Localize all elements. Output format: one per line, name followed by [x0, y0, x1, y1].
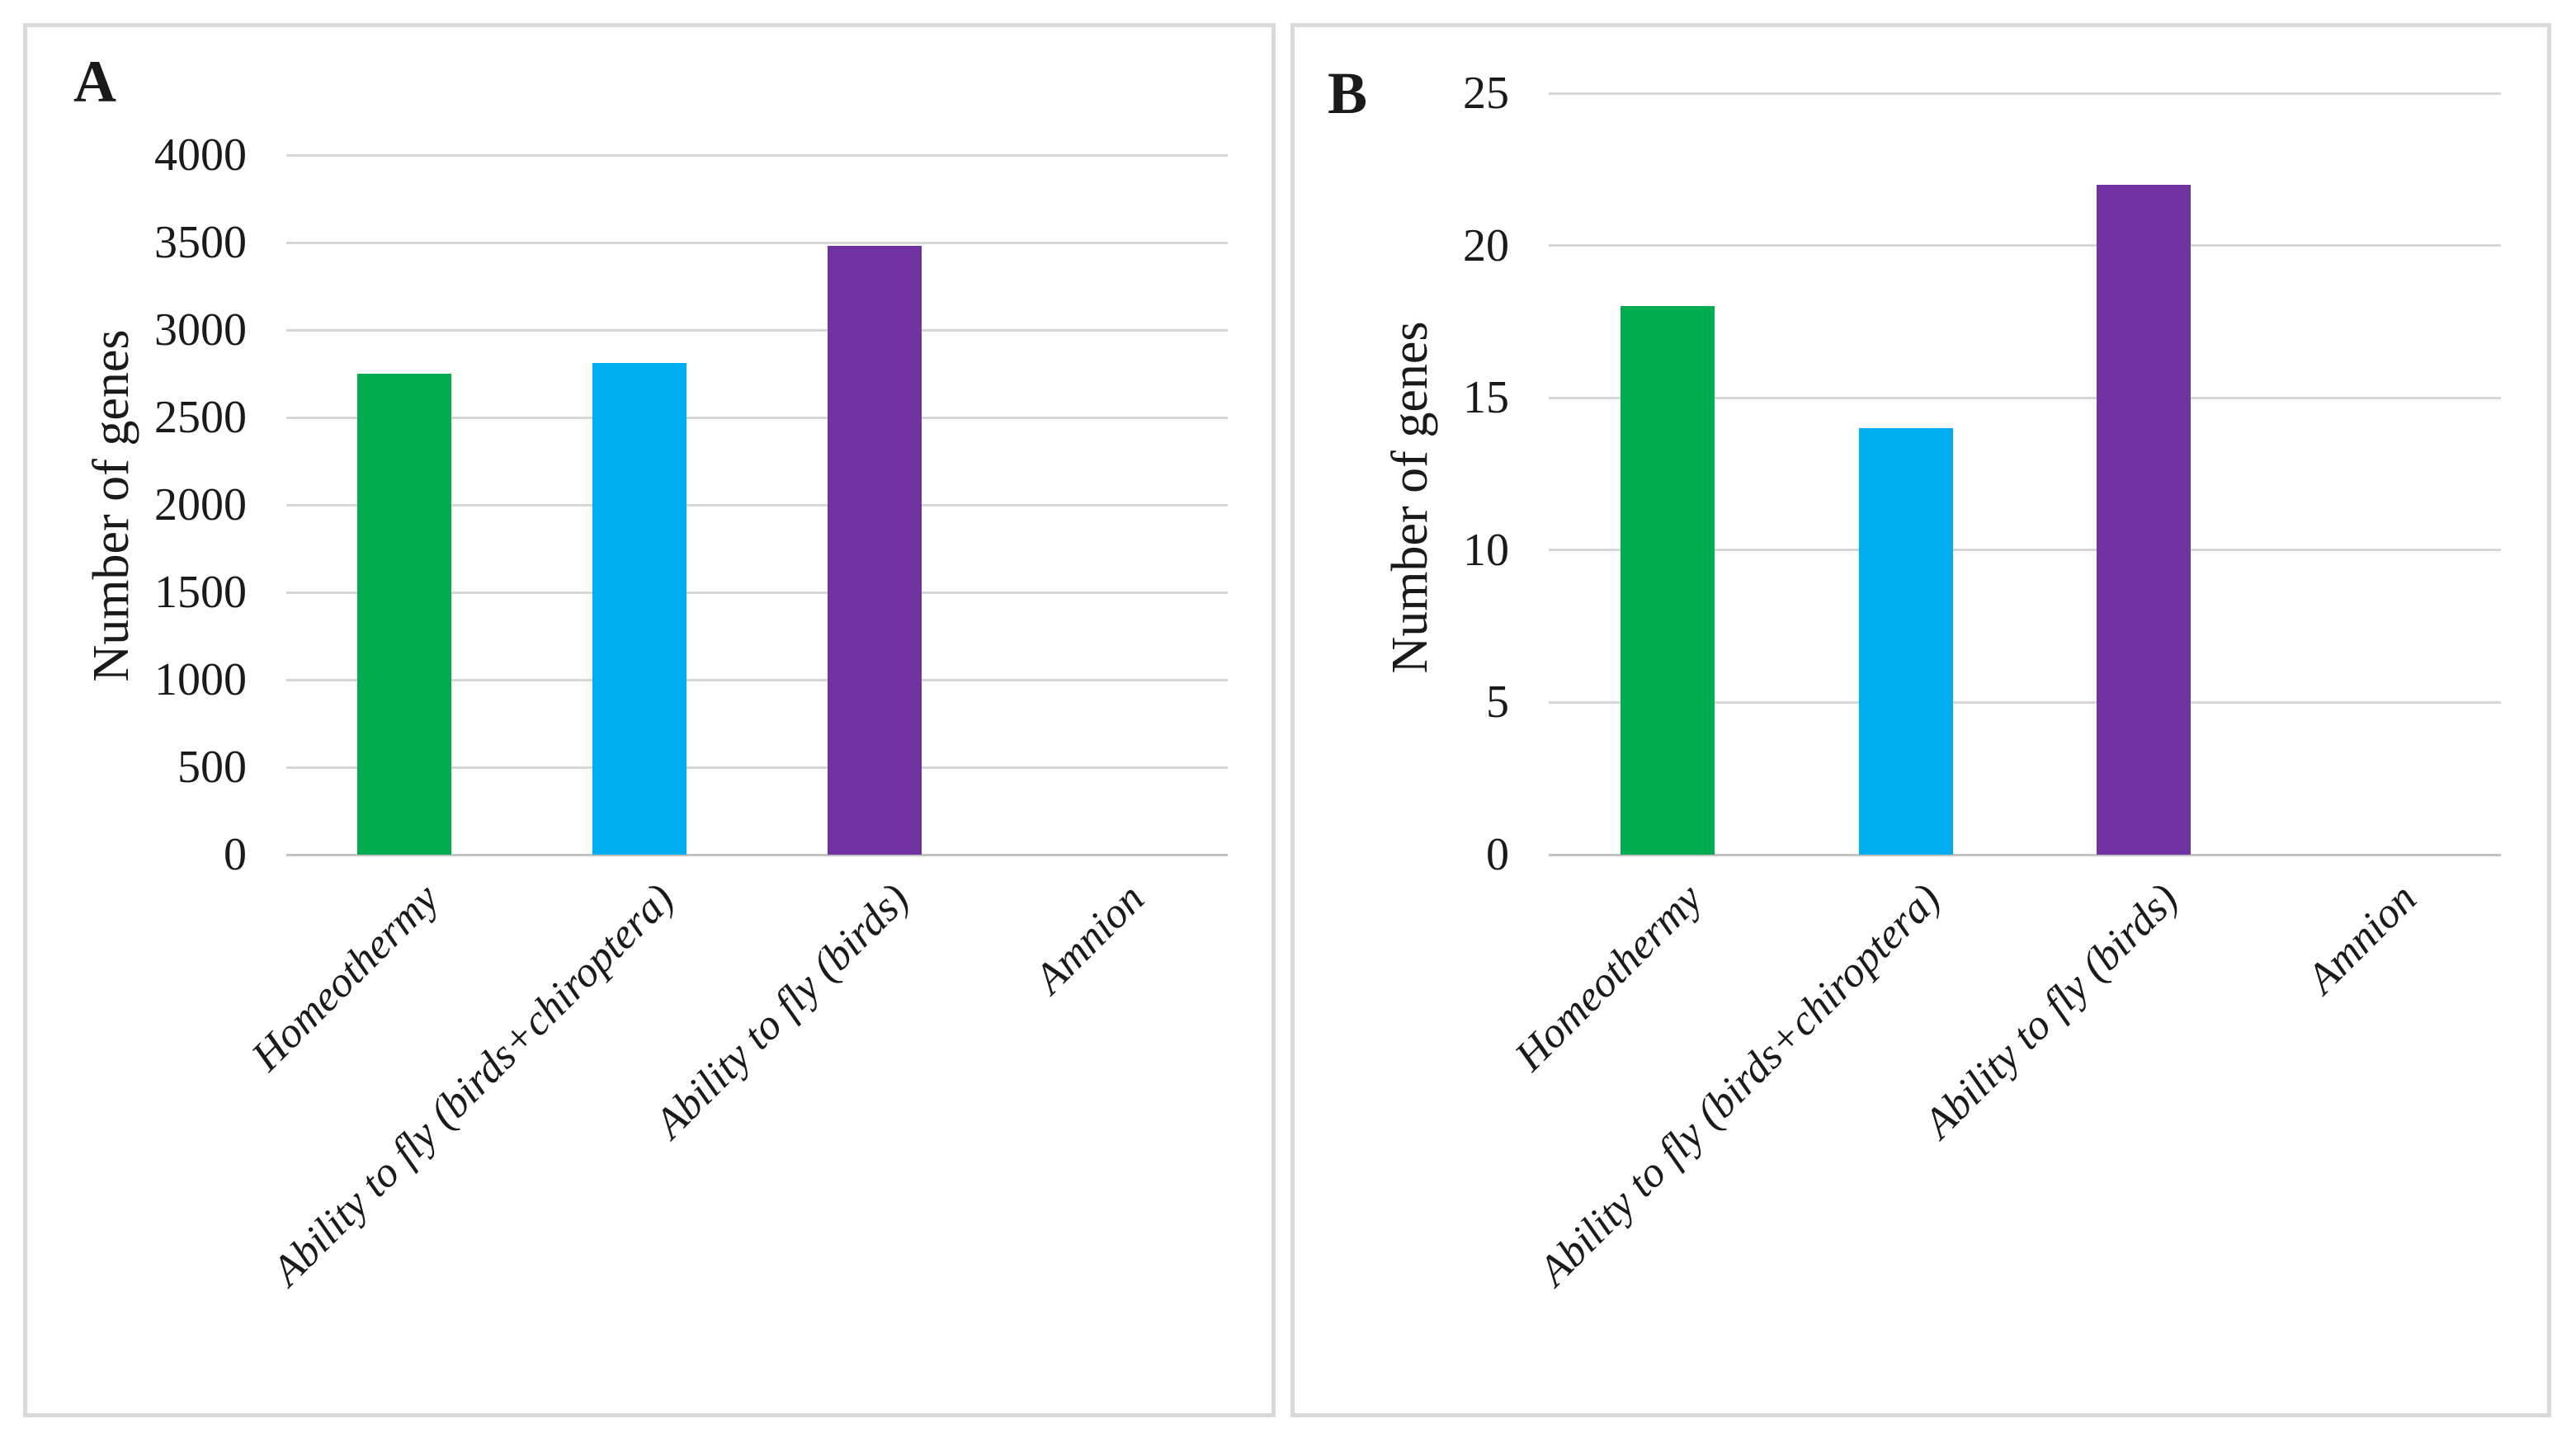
y-tick-label: 5	[1486, 676, 1509, 728]
panel-a: A Number of genes 0 500 1000 1500 2000 2500 30…	[23, 23, 1276, 1417]
bar-ability-to-fly-birds-chiroptera	[1858, 428, 1953, 855]
panel-a-letter: A	[73, 49, 116, 115]
x-tick-label: Ability to fly (birds+chiroptera)	[263, 874, 683, 1295]
gridline	[286, 241, 1228, 244]
gridline	[1549, 244, 2501, 247]
x-tick-label: Homeothermy	[1506, 874, 1712, 1081]
bar-ability-to-fly-birds	[2097, 184, 2191, 855]
y-tick-label: 25	[1463, 68, 1509, 119]
x-axis-line	[1549, 853, 2501, 856]
y-tick-label: 500	[177, 742, 247, 793]
y-tick-label: 3000	[154, 304, 247, 356]
bar-ability-to-fly-birds	[828, 246, 922, 855]
gridline	[1549, 549, 2501, 552]
y-tick-label: 20	[1463, 219, 1509, 271]
bar-homeothermy	[1621, 306, 1715, 855]
y-tick-label: 10	[1463, 524, 1509, 576]
y-tick-label: 3500	[154, 217, 247, 268]
y-tick-label: 1500	[154, 567, 247, 618]
bar-homeothermy	[356, 374, 451, 855]
y-tick-label: 4000	[154, 130, 247, 181]
x-tick-label: Amnion	[1026, 874, 1154, 1003]
panel-b: B Number of genes 0 5 10 15 20 25 Homeothermy A…	[1290, 23, 2551, 1417]
y-tick-label: 2500	[154, 392, 247, 443]
x-tick-label: Amnion	[2297, 874, 2426, 1003]
bar-ability-to-fly-birds-chiroptera	[592, 363, 686, 855]
x-tick-label: Homeothermy	[242, 874, 448, 1081]
x-axis-line	[286, 853, 1228, 856]
gridline	[286, 328, 1228, 332]
gridline	[1549, 92, 2501, 95]
x-tick-label: Ability to fly (birds)	[1915, 874, 2188, 1148]
x-tick-label: Ability to fly (birds+chiroptera)	[1529, 874, 1950, 1295]
panel-b-letter: B	[1328, 60, 1368, 126]
gridline	[1549, 396, 2501, 399]
gridline	[286, 591, 1228, 594]
gridline	[286, 416, 1228, 419]
y-tick-label: 15	[1463, 372, 1509, 424]
gridline	[286, 678, 1228, 681]
y-tick-label: 1000	[154, 654, 247, 705]
y-tick-label: 2000	[154, 479, 247, 530]
gridline	[286, 766, 1228, 769]
gridline	[1549, 700, 2501, 704]
y-tick-label: 0	[1486, 829, 1509, 880]
gridline	[286, 503, 1228, 507]
y-tick-label: 0	[224, 829, 247, 880]
gridline	[286, 153, 1228, 157]
x-tick-label: Ability to fly (birds)	[646, 874, 919, 1148]
